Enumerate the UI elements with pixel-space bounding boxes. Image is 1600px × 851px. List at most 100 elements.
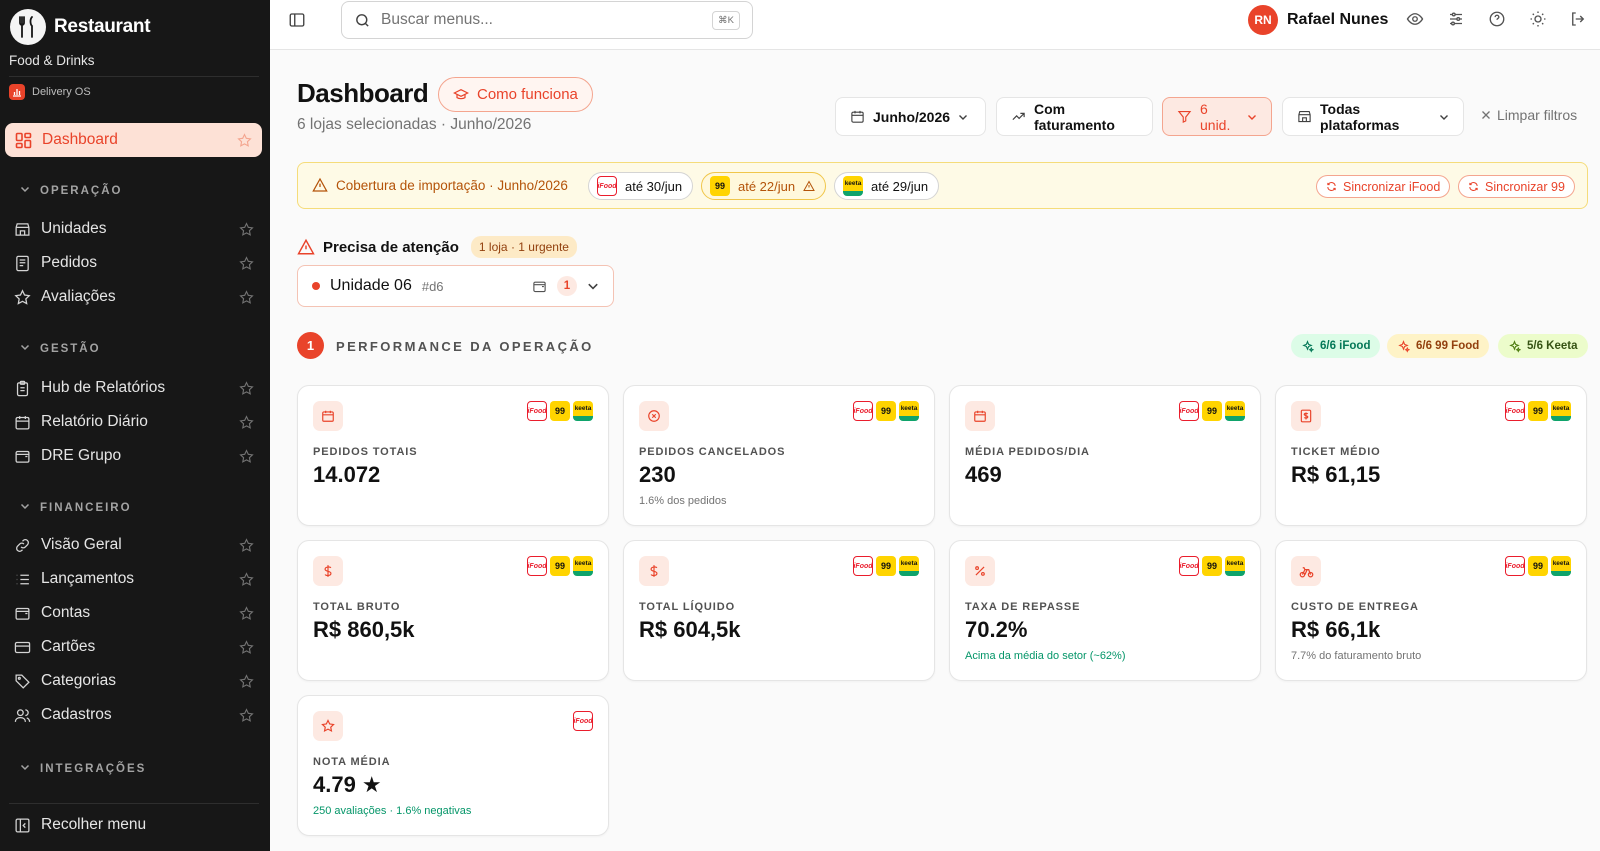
sidebar-item-cadastros[interactable]: Cadastros bbox=[14, 700, 254, 730]
period-filter[interactable]: Junho/2026 bbox=[835, 97, 986, 136]
sidebar-item-cartoes[interactable]: Cartões bbox=[14, 632, 254, 662]
coverage-chip-ifood: iFood até 30/jun bbox=[588, 172, 694, 200]
chevron-down-icon[interactable] bbox=[587, 280, 599, 292]
platform-status-ifood[interactable]: 6/6 iFood bbox=[1291, 334, 1381, 358]
kpi-card[interactable]: iFood NOTA MÉDIA 4.79 ★ 250 avaliações · 1.… bbox=[297, 695, 609, 836]
how-it-works-button[interactable]: Como funciona bbox=[438, 77, 593, 112]
star-icon[interactable] bbox=[239, 255, 254, 271]
sun-icon[interactable] bbox=[1529, 10, 1549, 30]
star-icon[interactable] bbox=[239, 380, 254, 396]
filter-icon bbox=[1177, 109, 1192, 124]
99food-logo: 99 bbox=[550, 401, 570, 421]
star-icon[interactable] bbox=[239, 639, 254, 655]
sidebar-item-contas[interactable]: Contas bbox=[14, 598, 254, 628]
help-circle-icon[interactable] bbox=[1488, 10, 1508, 30]
star-icon[interactable] bbox=[239, 448, 254, 464]
clear-filters-button[interactable]: Limpar filtros bbox=[1481, 107, 1577, 123]
sync-ifood-button[interactable]: Sincronizar iFood bbox=[1316, 175, 1451, 198]
star-icon[interactable] bbox=[239, 673, 254, 689]
sidebar-item-avaliacoes[interactable]: Avaliações bbox=[14, 282, 254, 312]
platform-logos: iFood 99 keeta bbox=[1179, 401, 1245, 421]
star-icon[interactable] bbox=[239, 221, 254, 237]
star-icon[interactable] bbox=[239, 537, 254, 553]
units-filter[interactable]: 6 unid. bbox=[1162, 97, 1272, 136]
star-icon[interactable] bbox=[237, 132, 252, 148]
sidebar-item-label: Unidades bbox=[41, 220, 107, 237]
sidebar-item-relatorio-diario[interactable]: Relatório Diário bbox=[14, 407, 254, 437]
collapse-menu-button[interactable]: Recolher menu bbox=[14, 816, 146, 834]
platform-logos: iFood 99 keeta bbox=[1179, 556, 1245, 576]
sidebar-item-label: Hub de Relatórios bbox=[41, 379, 166, 396]
fork-knife-logo-icon bbox=[10, 9, 46, 45]
star-icon[interactable] bbox=[239, 414, 254, 430]
star-icon[interactable] bbox=[239, 707, 254, 723]
kpi-card[interactable]: iFood 99 keeta MÉDIA PEDIDOS/DIA 469 bbox=[949, 385, 1261, 526]
kpi-card[interactable]: iFood 99 keeta TAXA DE REPASSE 70.2% Acima da… bbox=[949, 540, 1261, 681]
platform-logos: iFood 99 keeta bbox=[853, 556, 919, 576]
sidebar-item-lancamentos[interactable]: Lançamentos bbox=[14, 564, 254, 594]
section-integracoes[interactable]: INTEGRAÇÕES bbox=[20, 762, 146, 775]
platform-logos: iFood bbox=[573, 711, 593, 731]
kpi-label: PEDIDOS CANCELADOS bbox=[639, 446, 786, 458]
search-box[interactable]: ⌘K bbox=[341, 1, 753, 39]
99food-logo: 99 bbox=[710, 176, 730, 196]
kpi-card[interactable]: iFood 99 keeta TICKET MÉDIO R$ 61,15 bbox=[1275, 385, 1587, 526]
sidebar-item-pedidos[interactable]: Pedidos bbox=[14, 248, 254, 278]
wallet-icon bbox=[14, 605, 31, 622]
sidebar-item-label: DRE Grupo bbox=[41, 447, 122, 464]
search-input[interactable] bbox=[381, 11, 703, 29]
keeta-logo: keeta bbox=[1551, 556, 1571, 576]
star-icon[interactable] bbox=[239, 605, 254, 621]
tag-icon bbox=[14, 673, 31, 690]
platforms-filter-label: Todas plataformas bbox=[1320, 100, 1400, 133]
kpi-card[interactable]: iFood 99 keeta TOTAL BRUTO R$ 860,5k bbox=[297, 540, 609, 681]
section-gestao[interactable]: GESTÃO bbox=[20, 342, 101, 355]
sidebar-item-unidades[interactable]: Unidades bbox=[14, 214, 254, 244]
calendar-icon bbox=[313, 401, 343, 431]
kpi-value: R$ 604,5k bbox=[639, 617, 741, 642]
warning-triangle-icon bbox=[803, 180, 815, 192]
attention-unit-card[interactable]: Unidade 06 #d6 1 bbox=[297, 265, 614, 307]
platform-logos: iFood 99 keeta bbox=[527, 401, 593, 421]
kpi-value: R$ 61,15 bbox=[1291, 462, 1381, 487]
kpi-card[interactable]: iFood 99 keeta TOTAL LÍQUIDO R$ 604,5k bbox=[623, 540, 935, 681]
section-financeiro[interactable]: FINANCEIRO bbox=[20, 501, 132, 514]
section-title: OPERAÇÃO bbox=[40, 184, 123, 197]
warning-triangle-icon bbox=[312, 177, 328, 193]
platforms-filter[interactable]: Todas plataformas bbox=[1282, 97, 1464, 136]
ifood-logo: iFood bbox=[1505, 556, 1525, 576]
star-icon[interactable] bbox=[239, 289, 254, 305]
wallet-icon bbox=[14, 448, 31, 465]
sidebar-item-visao-geral[interactable]: Visão Geral bbox=[14, 530, 254, 560]
keeta-logo: keeta bbox=[899, 401, 919, 421]
sliders-icon[interactable] bbox=[1447, 10, 1467, 30]
user-menu[interactable]: RN Rafael Nunes bbox=[1248, 5, 1388, 35]
star-icon[interactable] bbox=[239, 571, 254, 587]
topbar: ⌘K RN Rafael Nunes bbox=[270, 0, 1600, 50]
coverage-title: Cobertura de importação · Junho/2026 bbox=[312, 177, 568, 193]
kpi-card[interactable]: iFood 99 keeta PEDIDOS CANCELADOS 230 1.6% do… bbox=[623, 385, 935, 526]
revenue-filter[interactable]: Com faturamento bbox=[996, 97, 1153, 136]
kpi-card[interactable]: iFood 99 keeta CUSTO DE ENTREGA R$ 66,1k 7.7%… bbox=[1275, 540, 1587, 681]
sidebar-item-dashboard[interactable]: Dashboard bbox=[5, 123, 262, 157]
shortcut-hint: ⌘K bbox=[712, 10, 740, 30]
sidebar-item-categorias[interactable]: Categorias bbox=[14, 666, 254, 696]
calendar-icon bbox=[850, 109, 865, 124]
sidebar-toggle-icon[interactable] bbox=[288, 11, 306, 34]
platform-status-keeta[interactable]: 5/6 Keeta bbox=[1498, 334, 1588, 358]
sidebar-item-dre-grupo[interactable]: DRE Grupo bbox=[14, 441, 254, 471]
sync-99-button[interactable]: Sincronizar 99 bbox=[1458, 175, 1575, 198]
close-icon bbox=[1481, 110, 1491, 120]
org-switcher[interactable]: Delivery OS bbox=[9, 84, 91, 100]
eye-icon[interactable] bbox=[1406, 10, 1426, 30]
kpi-label: NOTA MÉDIA bbox=[313, 756, 391, 768]
sidebar-item-hub-relatorios[interactable]: Hub de Relatórios bbox=[14, 373, 254, 403]
logout-icon[interactable] bbox=[1569, 10, 1589, 30]
kpi-label: PEDIDOS TOTAIS bbox=[313, 446, 418, 458]
platform-status-99food[interactable]: 6/6 99 Food bbox=[1387, 334, 1490, 358]
clipboard-icon bbox=[14, 380, 31, 397]
brand[interactable]: Restaurant bbox=[10, 9, 151, 45]
wallet-icon bbox=[532, 279, 547, 294]
kpi-card[interactable]: iFood 99 keeta PEDIDOS TOTAIS 14.072 bbox=[297, 385, 609, 526]
section-operacao[interactable]: OPERAÇÃO bbox=[20, 184, 122, 197]
